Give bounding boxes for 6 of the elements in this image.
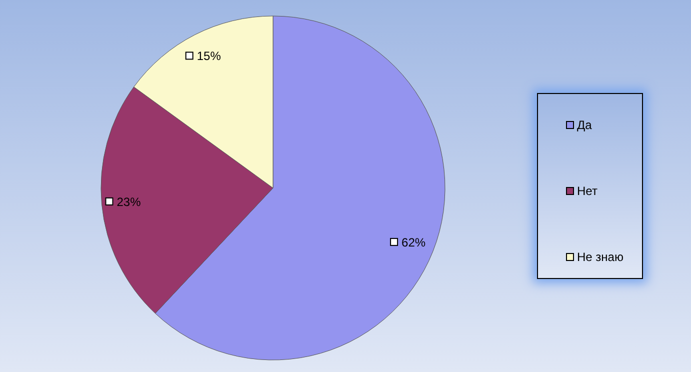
legend-label: Нет bbox=[577, 184, 598, 198]
data-label: 23% bbox=[116, 194, 142, 209]
data-label: 62% bbox=[402, 235, 426, 250]
slice-label: Да bbox=[577, 118, 592, 132]
legend-label: Не знаю bbox=[577, 250, 624, 264]
data-label: 15% bbox=[196, 49, 222, 64]
